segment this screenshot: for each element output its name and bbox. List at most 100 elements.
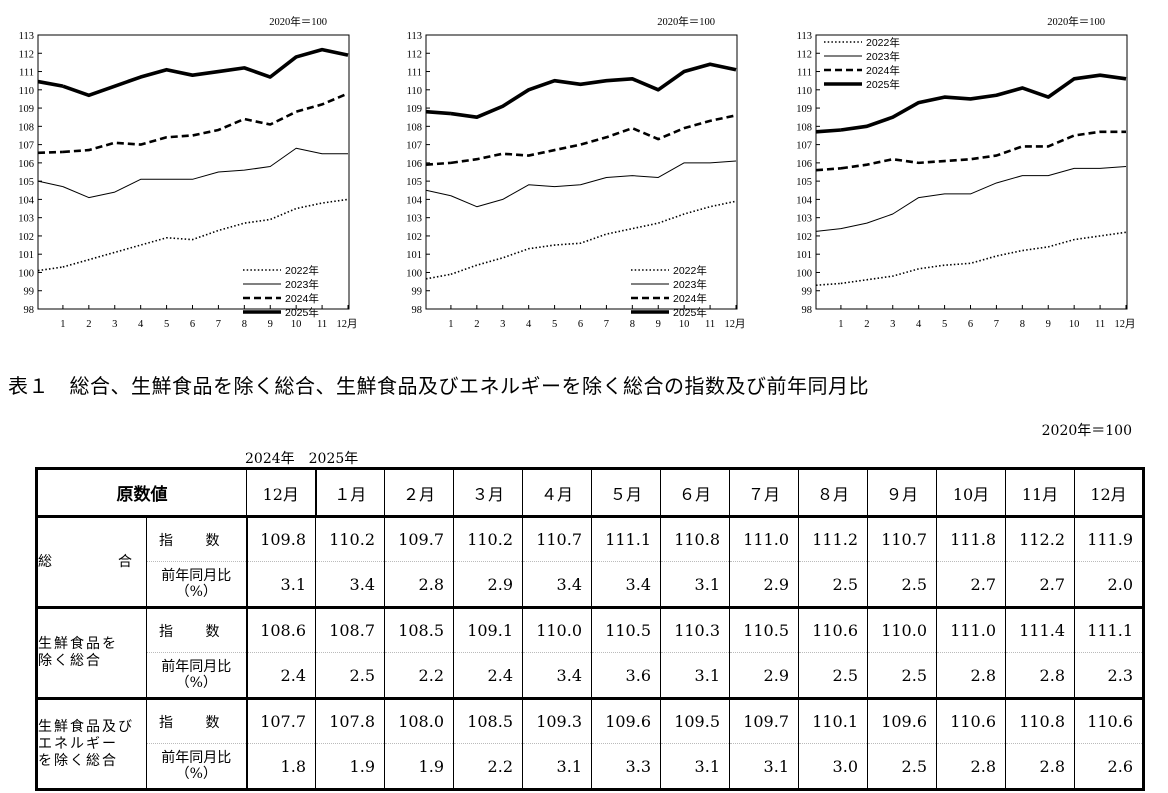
table-base-label: 2020年＝100 [1041,423,1132,439]
table-row-index: 生鮮食品及び エネルギー を除く総合指 数 107.7 107.8 108.0 108.5 1… [35,698,1145,791]
y-tick-label: 107 [796,141,812,152]
header-label: 原数値 [35,467,247,518]
y-tick-label: 112 [797,49,812,60]
table-header-row: 原数値 12月 １月 ２月 ３月 ４月 ５月 ６月 ７月 ８月 ９月 10月 11月 12月 [35,467,1145,518]
yoy-value: 3.0 [798,743,868,791]
series-line-2024年 [62,92,349,154]
legend-label-2025年: 2025年 [673,306,707,319]
x-tick-label: 8 [630,319,635,330]
y-tick-label: 108 [796,122,812,133]
index-value: 110.2 [315,516,385,562]
index-value: 110.1 [798,698,868,744]
header-month: 12月 [246,467,317,518]
y-tick-label: 104 [796,195,813,206]
yoy-value: 3.1 [660,743,730,791]
x-tick-label: 6 [968,319,973,330]
x-tick-label: 4 [138,319,144,330]
series-lead-2022年 [37,266,64,272]
header-month: 10月 [936,467,1006,518]
row-kind-yoy: 前年同月比 （%） [146,561,248,609]
table-row-yoy: 前年同月比 （%） 3.1 3.4 2.8 2.9 3.4 3.4 3.1 2.9 2.5 2.5 2.… [37,561,1145,609]
y-tick-label: 106 [406,159,422,170]
y-tick-label: 100 [796,268,812,279]
y-tick-label: 113 [19,31,34,42]
index-value: 108.5 [384,607,454,653]
yoy-value: 3.1 [660,652,730,700]
index-value: 110.5 [591,607,661,653]
index-value: 109.6 [867,698,937,744]
header-month: ４月 [522,467,592,518]
yoy-value: 2.8 [1005,743,1075,791]
x-tick-label: 8 [242,319,247,330]
series-line-2025年 [840,73,1127,132]
y-tick-label: 109 [406,104,422,115]
x-tick-label: 7 [604,319,609,330]
index-value: 108.0 [384,698,454,744]
legend-label-2022年: 2022年 [673,264,707,277]
x-tick-label: 8 [1020,319,1025,330]
category-label-line: 除く総合 [38,653,102,669]
table-row-index: 総 合指 数 109.8 110.2 109.7 110.2 110.7 111.1 110.… [35,516,1145,609]
x-tick-label: 2 [864,319,869,330]
yoy-value: 3.6 [591,652,661,700]
index-value: 111.1 [1074,607,1145,653]
y-tick-label: 106 [18,159,34,170]
plot-frame [815,34,1128,310]
header-month: ８月 [798,467,868,518]
x-tick-label: 3 [112,319,117,330]
series-lead-2022年 [425,273,452,280]
index-value: 110.0 [867,607,937,653]
yoy-label-line2: （%） [175,584,217,600]
chart-svg-total: 2020年＝1009899100101102103104105106107108… [18,15,357,330]
y-tick-label: 99 [24,287,35,298]
series-line-2024年 [840,130,1126,170]
plot-frame [37,34,350,310]
index-value: 111.2 [798,516,868,562]
cpi-table: 原数値 12月 １月 ２月 ３月 ４月 ５月 ６月 ７月 ８月 ９月 10月 11月 12月 総 合指 … [35,467,1145,791]
index-value: 110.8 [1005,698,1075,744]
index-value: 111.0 [936,607,1006,653]
index-value: 110.0 [522,607,592,653]
y-tick-label: 109 [18,104,34,115]
index-value: 110.5 [729,607,799,653]
y-tick-label: 106 [796,159,812,170]
y-tick-label: 105 [406,177,422,188]
series-lead-2025年 [815,128,842,134]
y-tick-label: 100 [18,268,34,279]
yoy-label-line2: （%） [175,766,217,782]
index-value: 110.3 [660,607,730,653]
yoy-label-line2: （%） [175,675,217,691]
index-value: 110.7 [867,516,937,562]
index-value: 111.0 [729,516,799,562]
chart-excl-fresh-energy: 2020年＝100 98 99 100 101 102 103 104 105 106 107 108… [0,0,1168,344]
legend-label-2023年: 2023年 [285,278,319,291]
index-value: 108.7 [315,607,385,653]
y-tick-label: 99 [412,287,423,298]
y-tick-label: 111 [797,68,812,79]
yoy-value: 2.4 [246,652,316,700]
row-kind-yoy: 前年同月比 （%） [146,743,248,791]
yoy-value: 2.5 [798,561,868,609]
series-lead-2025年 [37,79,64,88]
x-tick-label: 5 [164,319,169,330]
legend-label-2022年: 2022年 [285,264,319,277]
x-tick-label: 2 [86,319,91,330]
yoy-label-line1: 前年同月比 [161,568,232,584]
x-tick-label: 9 [1046,319,1051,330]
x-tick-label: 2 [474,319,479,330]
y-tick-label: 102 [796,232,812,243]
yoy-label-line1: 前年同月比 [161,750,232,766]
yoy-value: 2.4 [453,652,523,700]
y-tick-label: 107 [18,141,34,152]
header-month: ５月 [591,467,661,518]
x-tick-label: 9 [268,319,273,330]
index-value: 110.2 [453,516,523,562]
table-row-index: 生鮮食品を 除く総合指 数 108.6 108.7 108.5 109.1 110.0 110… [35,607,1145,700]
row-category-label: 総 合 [35,516,147,609]
y-tick-label: 108 [406,122,422,133]
y-tick-label: 103 [18,214,34,225]
x-tick-label: 12月 [725,318,746,330]
plot-frame [425,34,738,310]
